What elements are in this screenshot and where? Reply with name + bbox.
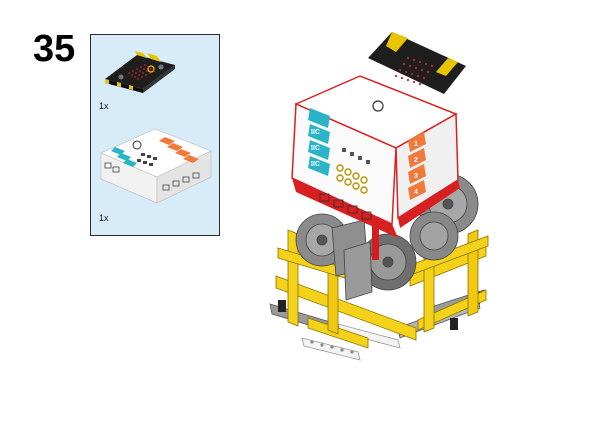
parts-list-panel: 1x 1x xyxy=(90,34,220,236)
right-ports xyxy=(408,132,426,200)
step-number: 35 xyxy=(33,28,76,70)
right-port-label: 3 xyxy=(414,173,418,180)
right-port-label: 4 xyxy=(414,189,418,196)
right-port-label: 2 xyxy=(414,157,418,164)
part-quantity: 1x xyxy=(99,101,109,111)
left-ports xyxy=(308,108,330,176)
left-port-label: IIC xyxy=(311,145,320,152)
part-quantity: 1x xyxy=(99,213,109,223)
robot-assembly-illustration: IIC IIC IIC 1 2 3 4 xyxy=(269,32,489,361)
expansion-board-icon xyxy=(100,128,212,204)
microbit-icon xyxy=(105,51,175,93)
left-port-label: IIC xyxy=(311,129,320,136)
left-port-label: IIC xyxy=(311,161,320,168)
right-port-label: 1 xyxy=(414,141,418,148)
